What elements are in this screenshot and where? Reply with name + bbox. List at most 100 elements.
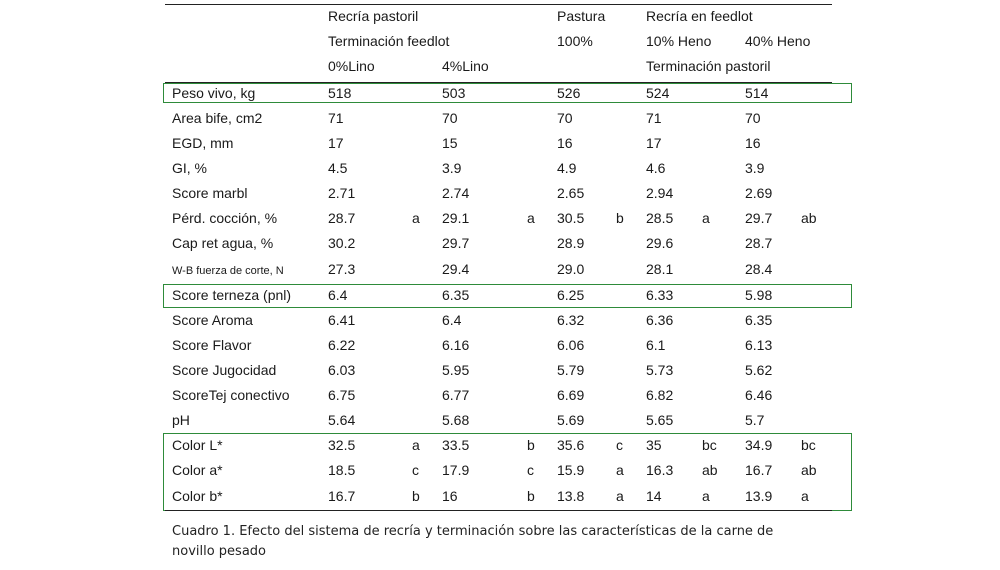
table-cell-value: 70 (745, 110, 761, 126)
table-cell-letter: ab (801, 462, 817, 478)
table-cell-value: 2.65 (557, 185, 585, 201)
table-cell-letter: b (412, 488, 420, 504)
table-cell-letter: c (527, 462, 534, 478)
top-rule (165, 4, 832, 5)
table-cell-letter: bc (702, 437, 717, 453)
table-cell-value: 18.5 (328, 462, 356, 478)
table-cell-letter: a (702, 488, 710, 504)
table-cell-value: 2.94 (646, 185, 674, 201)
table-cell-value: 17 (328, 135, 344, 151)
table-cell-value: 28.5 (646, 210, 674, 226)
table-cell-value: 13.9 (745, 488, 773, 504)
table-cell-value: 3.9 (442, 160, 462, 176)
table-cell-value: 503 (442, 85, 466, 101)
table-cell-value: 6.4 (442, 312, 462, 328)
table-cell-value: 28.7 (328, 210, 356, 226)
table-cell-value: 6.25 (557, 287, 585, 303)
table-cell-value: 526 (557, 85, 581, 101)
table-cell-letter: c (412, 462, 419, 478)
table-cell-letter: ab (702, 462, 718, 478)
table-cell-value: 6.35 (442, 287, 470, 303)
table-cell-value: 5.68 (442, 412, 470, 428)
table-cell-value: 518 (328, 85, 352, 101)
header-pastura: Pastura (557, 8, 606, 24)
table-cell-value: 30.2 (328, 235, 356, 251)
table-cell-value: 5.62 (745, 362, 773, 378)
table-cell-value: 6.22 (328, 337, 356, 353)
row-label: Color b* (172, 488, 223, 504)
table-cell-value: 16 (557, 135, 573, 151)
table-cell-value: 6.41 (328, 312, 356, 328)
table-cell-value: 4.5 (328, 160, 348, 176)
table-cell-value: 14 (646, 488, 662, 504)
row-label: Area bife, cm2 (172, 110, 263, 126)
header-terminacion-feedlot: Terminación feedlot (328, 33, 450, 49)
table-cell-value: 28.4 (745, 261, 773, 277)
table-cell-letter: a (527, 210, 535, 226)
row-label: ScoreTej conectivo (172, 387, 290, 403)
header-rule (165, 82, 832, 83)
table-cell-value: 15 (442, 135, 458, 151)
table-cell-value: 2.71 (328, 185, 356, 201)
table-cell-value: 32.5 (328, 437, 356, 453)
table-cell-value: 514 (745, 85, 769, 101)
highlight-box-score-terneza (163, 284, 852, 308)
header-100: 100% (557, 33, 593, 49)
table-cell-value: 5.95 (442, 362, 470, 378)
table-cell-value: 524 (646, 85, 670, 101)
table-cell-value: 16 (442, 488, 458, 504)
table-cell-value: 4.9 (557, 160, 577, 176)
row-label: Score Flavor (172, 337, 252, 353)
header-40-heno: 40% Heno (745, 33, 811, 49)
table-cell-value: 70 (557, 110, 573, 126)
table-cell-value: 6.46 (745, 387, 773, 403)
row-label: Peso vivo, kg (172, 85, 256, 101)
header-terminacion-pastoril: Terminación pastoril (646, 58, 771, 74)
row-label: Score Jugocidad (172, 362, 277, 378)
table-cell-value: 13.8 (557, 488, 585, 504)
table-cell-value: 4.6 (646, 160, 666, 176)
table-cell-value: 6.32 (557, 312, 585, 328)
header-0-lino: 0%Lino (328, 58, 375, 74)
table-cell-value: 6.13 (745, 337, 773, 353)
table-cell-value: 6.16 (442, 337, 470, 353)
table-cell-value: 16 (745, 135, 761, 151)
table-cell-value: 6.75 (328, 387, 356, 403)
table-cell-value: 29.1 (442, 210, 470, 226)
highlight-box-peso-vivo (163, 83, 852, 103)
header-recria-feedlot: Recría en feedlot (646, 8, 753, 24)
row-label: pH (172, 412, 190, 428)
header-10-heno: 10% Heno (646, 33, 712, 49)
table-caption: Cuadro 1. Efecto del sistema de recría y… (172, 524, 774, 559)
table-cell-value: 29.4 (442, 261, 470, 277)
table-cell-letter: b (527, 437, 535, 453)
table-cell-letter: a (616, 488, 624, 504)
table-cell-value: 29.0 (557, 261, 585, 277)
table-cell-value: 6.33 (646, 287, 674, 303)
table-cell-letter: c (616, 437, 623, 453)
table-cell-value: 5.69 (557, 412, 585, 428)
table-cell-value: 71 (646, 110, 662, 126)
table-cell-value: 27.3 (328, 261, 356, 277)
header-4-lino: 4%Lino (442, 58, 489, 74)
table-cell-letter: a (616, 462, 624, 478)
table-cell-value: 6.1 (646, 337, 666, 353)
row-label: Cap ret agua, % (172, 235, 274, 251)
table-cell-letter: a (702, 210, 710, 226)
table-cell-value: 33.5 (442, 437, 470, 453)
table-cell-value: 35 (646, 437, 662, 453)
table-cell-value: 5.64 (328, 412, 356, 428)
table-cell-value: 6.69 (557, 387, 585, 403)
table-cell-value: 6.77 (442, 387, 470, 403)
table-cell-letter: a (412, 437, 420, 453)
table-cell-value: 16.7 (328, 488, 356, 504)
table-cell-value: 6.4 (328, 287, 348, 303)
row-label: Color L* (172, 437, 223, 453)
table-cell-value: 5.98 (745, 287, 773, 303)
table-cell-letter: b (527, 488, 535, 504)
table-cell-value: 28.9 (557, 235, 585, 251)
table-cell-value: 5.79 (557, 362, 585, 378)
row-label: Pérd. cocción, % (172, 210, 278, 226)
table-cell-value: 5.65 (646, 412, 674, 428)
table-cell-value: 35.6 (557, 437, 585, 453)
